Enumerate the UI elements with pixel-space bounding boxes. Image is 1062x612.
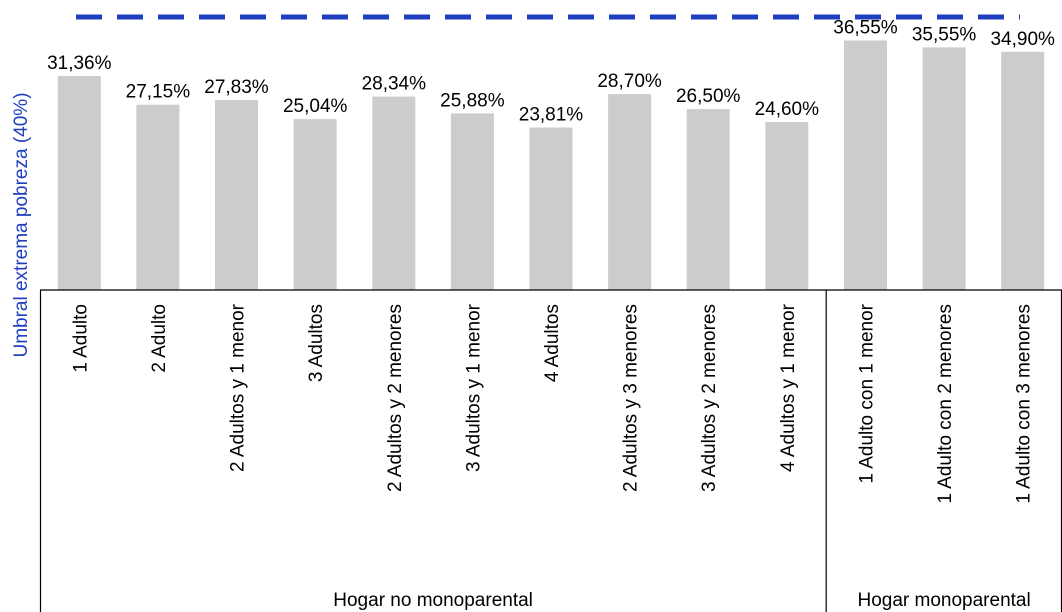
category-label-9: 3 Adultos y 2 menores <box>699 304 720 492</box>
category-label-13: 1 Adulto con 3 menores <box>1014 304 1035 504</box>
category-label-2: 2 Adulto <box>149 304 170 373</box>
data-labels: 31,36% 27,15% 27,83% 25,04% 28,34% 25,88% 23,8… <box>47 18 1055 126</box>
data-label-11: 36,55% <box>833 18 898 39</box>
category-label-11: 1 Adulto con 1 menor <box>857 303 878 483</box>
y-axis-label: Umbral extrema pobreza (40%) <box>11 92 32 357</box>
category-label-8: 2 Adultos y 3 menores <box>621 304 642 492</box>
category-label-5: 2 Adultos y 2 menores <box>385 304 406 492</box>
y-axis-label-group: Umbral extrema pobreza (40%) <box>11 92 32 357</box>
category-label-4: 3 Adultos <box>306 304 327 382</box>
bar-6 <box>450 113 494 291</box>
data-label-12: 35,55% <box>912 24 977 45</box>
bar-4 <box>293 119 337 290</box>
bar-5 <box>372 96 416 290</box>
data-label-4: 25,04% <box>283 96 348 117</box>
bar-1 <box>57 76 101 290</box>
bar-12 <box>922 47 966 291</box>
data-label-7: 23,81% <box>519 105 584 126</box>
category-label-3: 2 Adultos y 1 menor <box>228 303 249 472</box>
bar-10 <box>765 122 809 290</box>
category-label-12: 1 Adulto con 2 menores <box>935 304 956 504</box>
category-label-6: 3 Adultos y 1 menor <box>463 303 484 472</box>
bar-7 <box>529 127 573 290</box>
category-label-10: 4 Adultos y 1 menor <box>778 303 799 472</box>
bar-9 <box>686 109 730 290</box>
bar-11 <box>844 40 887 290</box>
group-label-2: Hogar monoparental <box>857 590 1030 611</box>
data-label-6: 25,88% <box>440 90 505 111</box>
data-label-2: 27,15% <box>126 82 191 103</box>
data-label-8: 28,70% <box>597 71 662 92</box>
data-label-1: 31,36% <box>47 53 112 74</box>
category-label-7: 4 Adultos <box>542 304 563 382</box>
group-label-1: Hogar no monoparental <box>333 590 533 611</box>
category-label-1: 1 Adulto <box>70 304 91 373</box>
data-label-13: 34,90% <box>990 29 1055 50</box>
data-label-3: 27,83% <box>204 77 269 98</box>
bar-2 <box>136 104 180 290</box>
bars <box>57 40 1045 291</box>
data-label-5: 28,34% <box>362 74 427 95</box>
data-label-9: 26,50% <box>676 86 741 107</box>
bar-13 <box>1001 51 1045 290</box>
category-axis: 1 Adulto 2 Adulto 2 Adultos y 1 menor 3 Adu… <box>39 289 1062 612</box>
bar-3 <box>215 100 258 290</box>
data-label-10: 24,60% <box>755 99 820 120</box>
bar-8 <box>608 94 652 290</box>
